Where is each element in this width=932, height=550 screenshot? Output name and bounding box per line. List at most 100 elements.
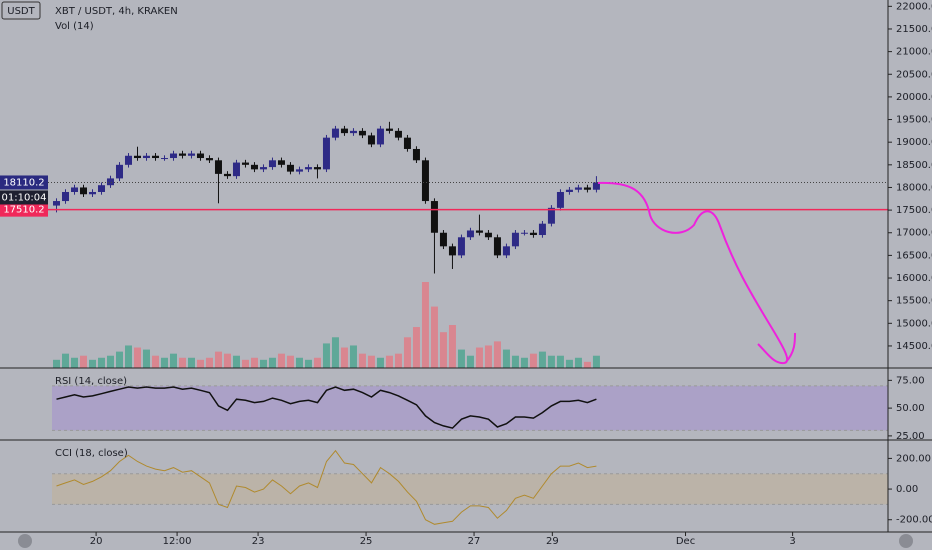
y-tick-label: 21500.0: [896, 24, 932, 35]
volume-bar: [286, 355, 294, 368]
candle-body: [484, 232, 492, 238]
volume-bar: [403, 337, 411, 368]
volume-bar: [115, 351, 123, 368]
y-tick-label: 22000.0: [896, 1, 932, 12]
volume-bar: [466, 355, 474, 368]
candle-body: [52, 201, 60, 206]
rsi-label: RSI (14, close): [55, 376, 127, 387]
currency-badge[interactable]: [1, 1, 41, 20]
drawing: [597, 181, 796, 365]
volume-bar: [592, 355, 600, 368]
candle-body: [511, 232, 519, 247]
y-tick-label: 17500.0: [896, 205, 932, 216]
volume-bar: [502, 349, 510, 368]
y-tick-label: 16000.0: [896, 273, 932, 284]
y-tick-label: 20000.0: [896, 92, 932, 103]
volume-bar: [394, 353, 402, 368]
volume-bar: [385, 355, 393, 368]
volume-bar: [160, 357, 168, 368]
volume-bar: [259, 359, 267, 368]
candle-body: [79, 187, 87, 195]
candle-body: [277, 160, 285, 165]
volume-bar: [70, 357, 78, 368]
volume-bar: [430, 306, 438, 368]
candle-body: [331, 128, 339, 138]
y-tick-label: 15500.0: [896, 296, 932, 307]
candle-body: [349, 130, 357, 134]
candle-body: [304, 167, 312, 170]
y-tick-label: 200.00: [896, 453, 931, 464]
candle-body: [232, 162, 240, 177]
candle-body: [196, 153, 204, 159]
y-tick-label: 14500.0: [896, 341, 932, 352]
button[interactable]: [18, 534, 32, 548]
y-tick-label: 25.00: [896, 431, 925, 442]
y-tick-label: 17000.0: [896, 228, 932, 239]
time-label: 3: [789, 536, 795, 547]
volume-bar: [79, 355, 87, 368]
volume-bar: [547, 355, 555, 368]
candle-body: [124, 155, 132, 165]
candle-body: [259, 167, 267, 170]
volume-bar: [304, 359, 312, 368]
time-label: 25: [360, 536, 373, 547]
volume-bar: [52, 359, 60, 368]
candle-body: [178, 153, 186, 156]
volume-bar: [376, 357, 384, 368]
band: [52, 473, 888, 505]
volume-bar: [340, 347, 348, 368]
candle-body: [565, 189, 573, 192]
candle-body: [529, 232, 537, 236]
price-tag-label: 17510.2: [3, 205, 44, 216]
band: [52, 385, 888, 431]
candle-body: [574, 187, 582, 190]
candle-body: [205, 158, 213, 161]
indicator-line: [56, 386, 597, 429]
volume-bar: [574, 357, 582, 368]
candle-body: [151, 155, 159, 159]
candle-body: [394, 130, 402, 138]
candle-body: [214, 160, 222, 174]
candle-body: [241, 162, 249, 165]
volume-bar: [196, 359, 204, 368]
candle-body: [250, 164, 258, 170]
volume-bar: [241, 359, 249, 368]
volume-bar: [223, 353, 231, 368]
time-label: 23: [252, 536, 265, 547]
candle-body: [430, 201, 438, 233]
volume-bar: [277, 353, 285, 368]
volume-bar: [412, 327, 420, 368]
candle-body: [493, 237, 501, 256]
volume-bar: [331, 337, 339, 368]
volume-bar: [88, 359, 96, 368]
time-label: 20: [90, 536, 103, 547]
candle-body: [556, 191, 564, 208]
volume-bar: [448, 325, 456, 368]
volume-bar: [205, 357, 213, 368]
volume-bar: [520, 357, 528, 368]
volume-bar: [322, 343, 330, 368]
y-tick-label: 50.00: [896, 403, 925, 414]
volume-bar: [250, 357, 258, 368]
candle-body: [169, 153, 177, 159]
volume-bar: [529, 353, 537, 368]
volume-bar: [268, 357, 276, 368]
button[interactable]: [899, 534, 913, 548]
price-tag: [0, 175, 48, 190]
candle-body: [286, 164, 294, 172]
volume-bar: [565, 359, 573, 368]
volume-bar: [214, 351, 222, 368]
volume-bar: [358, 353, 366, 368]
volume-bar: [178, 357, 186, 368]
y-tick-label: 19500.0: [896, 115, 932, 126]
volume-bar: [124, 345, 132, 368]
price-tag: [0, 202, 48, 217]
volume-bar: [169, 353, 177, 368]
y-tick-label: 75.00: [896, 375, 925, 386]
volume-bar: [484, 345, 492, 368]
price-tag-label: 18110.2: [3, 177, 44, 188]
volume-bar: [457, 349, 465, 368]
volume-bar: [349, 345, 357, 368]
candle-body: [403, 137, 411, 149]
candle-body: [475, 230, 483, 233]
